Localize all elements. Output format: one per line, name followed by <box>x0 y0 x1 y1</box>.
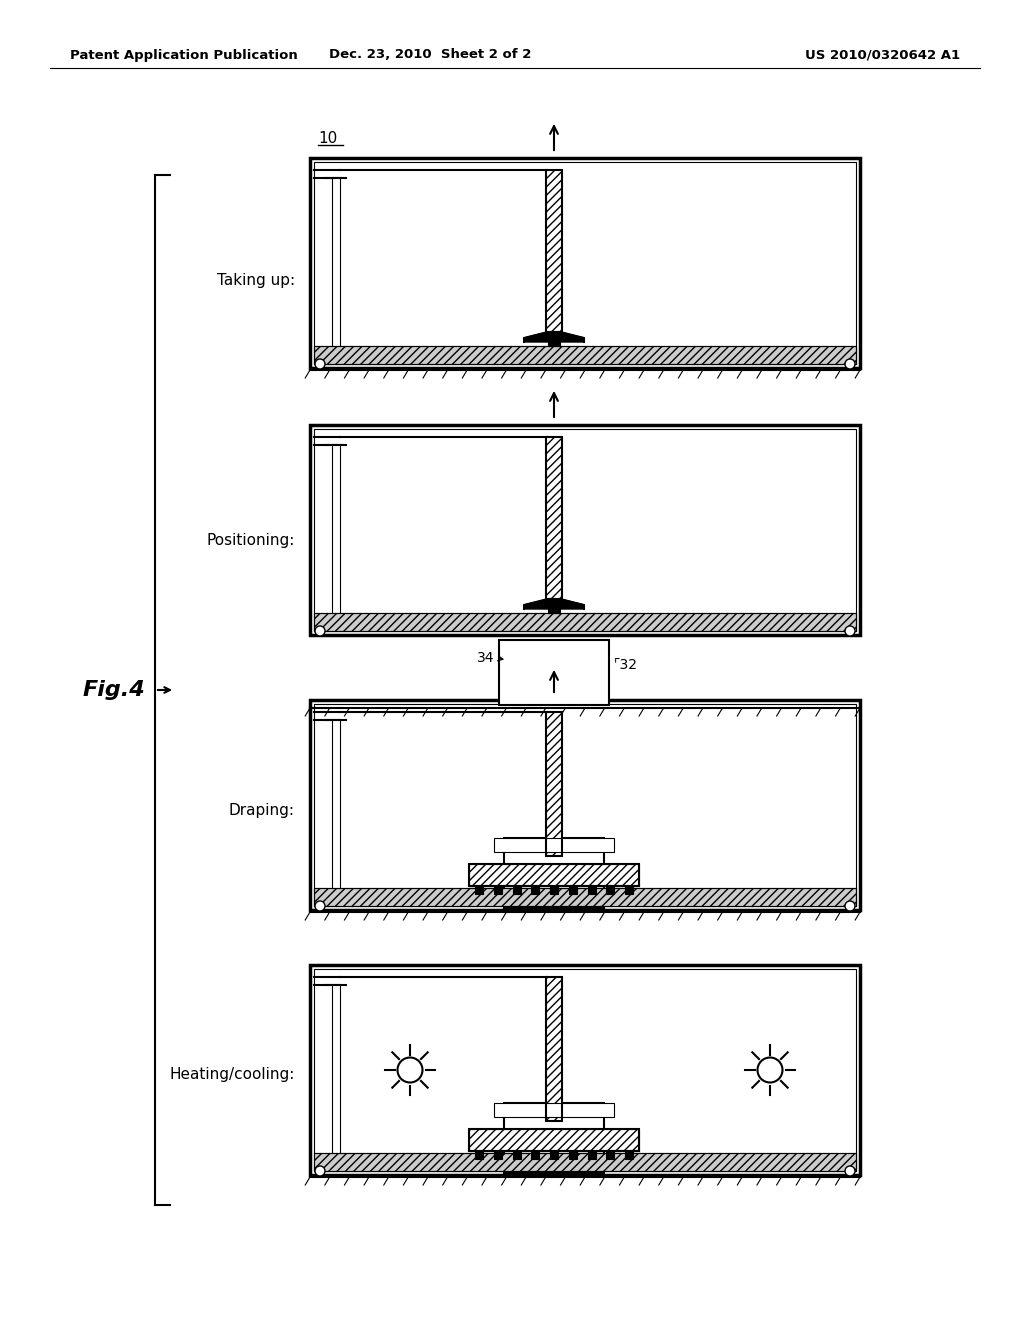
Circle shape <box>845 359 855 370</box>
Bar <box>504 1104 604 1173</box>
Bar <box>546 977 562 1121</box>
Bar <box>332 445 340 615</box>
Bar <box>588 886 596 894</box>
Circle shape <box>315 626 325 636</box>
Bar <box>504 838 604 908</box>
Circle shape <box>845 626 855 636</box>
Text: US 2010/0320642 A1: US 2010/0320642 A1 <box>805 49 961 62</box>
Bar <box>314 346 856 364</box>
Bar <box>469 1129 639 1151</box>
Bar <box>550 1151 558 1159</box>
Bar <box>550 886 558 894</box>
Bar <box>332 719 340 890</box>
Bar <box>625 886 633 894</box>
Circle shape <box>397 1057 423 1082</box>
Text: ⌜32: ⌜32 <box>614 657 638 672</box>
Bar <box>546 170 562 333</box>
Bar <box>314 346 856 364</box>
Bar <box>606 886 614 894</box>
Bar <box>475 1151 483 1159</box>
Text: Heating/cooling:: Heating/cooling: <box>170 1068 295 1082</box>
Bar <box>494 1151 502 1159</box>
Text: Patent Application Publication: Patent Application Publication <box>70 49 298 62</box>
Circle shape <box>845 902 855 911</box>
Bar <box>568 1151 577 1159</box>
Text: 34: 34 <box>476 651 494 665</box>
Text: Dec. 23, 2010  Sheet 2 of 2: Dec. 23, 2010 Sheet 2 of 2 <box>329 49 531 62</box>
Bar <box>310 425 860 635</box>
Bar <box>494 838 614 851</box>
Bar <box>314 1152 856 1171</box>
Bar <box>625 1151 633 1159</box>
Bar <box>531 886 540 894</box>
Circle shape <box>315 359 325 370</box>
Bar <box>314 612 856 631</box>
Text: Fig.4: Fig.4 <box>82 680 145 700</box>
Text: Draping:: Draping: <box>229 803 295 817</box>
Bar <box>310 965 860 1175</box>
Bar <box>546 437 562 599</box>
Bar <box>548 599 560 612</box>
Polygon shape <box>524 333 548 342</box>
Bar <box>546 977 562 1121</box>
Bar <box>314 612 856 631</box>
Polygon shape <box>560 599 584 609</box>
Bar <box>546 711 562 855</box>
Bar <box>494 1104 614 1117</box>
Bar <box>494 886 502 894</box>
Bar <box>314 1152 856 1171</box>
Bar <box>314 429 856 631</box>
Bar <box>546 437 562 599</box>
Bar <box>314 969 856 1171</box>
Text: Taking up:: Taking up: <box>217 272 295 288</box>
Text: 10: 10 <box>318 131 337 147</box>
Text: Positioning:: Positioning: <box>207 532 295 548</box>
Bar <box>310 158 860 368</box>
Bar <box>568 886 577 894</box>
Bar <box>606 1151 614 1159</box>
Polygon shape <box>560 333 584 342</box>
Bar <box>469 865 639 886</box>
Bar <box>499 640 609 705</box>
Bar <box>332 985 340 1155</box>
Circle shape <box>845 1166 855 1176</box>
Circle shape <box>315 902 325 911</box>
Bar <box>314 888 856 906</box>
Bar <box>548 333 560 346</box>
Bar <box>512 886 520 894</box>
Bar <box>531 1151 540 1159</box>
Bar <box>475 886 483 894</box>
Bar <box>469 865 639 886</box>
Bar <box>332 178 340 348</box>
Bar <box>314 888 856 906</box>
Polygon shape <box>524 599 548 609</box>
Bar <box>469 1129 639 1151</box>
Bar <box>314 162 856 364</box>
Bar <box>546 711 562 855</box>
Bar <box>314 704 856 906</box>
Bar <box>546 170 562 333</box>
Bar <box>588 1151 596 1159</box>
Circle shape <box>758 1057 782 1082</box>
Circle shape <box>315 1166 325 1176</box>
Bar <box>512 1151 520 1159</box>
Bar <box>310 700 860 909</box>
